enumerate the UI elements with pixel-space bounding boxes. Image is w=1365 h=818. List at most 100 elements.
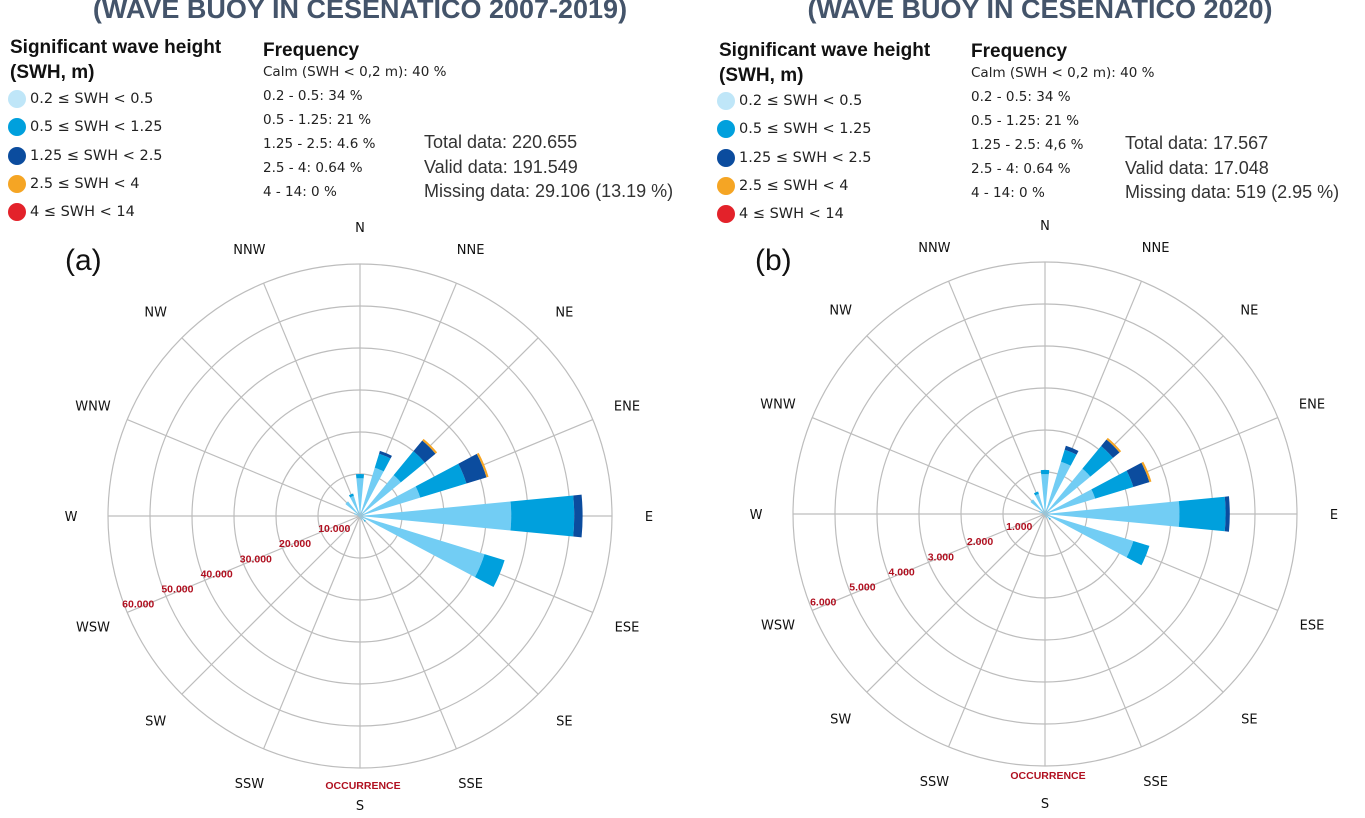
- ring-label: 60.000: [122, 598, 154, 610]
- frequency-line: 4 - 14: 0 %: [263, 184, 337, 200]
- legend-title-line2: (SWH, m): [719, 65, 804, 86]
- valid-data: Valid data: 191.549: [424, 156, 578, 177]
- bar-ESE-class2: [474, 554, 505, 587]
- bar-SE-class2: [1049, 518, 1051, 520]
- bar-N-class2: [355, 474, 365, 479]
- totals-b: Total data: 17.567 Valid data: 17.048 Mi…: [1125, 131, 1339, 205]
- bar-NNE-class1: [1045, 461, 1071, 514]
- direction-label: ESE: [1300, 619, 1325, 634]
- ring-label: 10.000: [318, 523, 350, 535]
- direction-label: WSW: [76, 621, 110, 636]
- bar-SE-class1: [1045, 514, 1050, 519]
- direction-label: E: [645, 510, 653, 525]
- legend-swatch-icon: [717, 177, 735, 195]
- legend-swatch-icon: [717, 205, 735, 223]
- bar-ENE-class2: [1091, 470, 1134, 499]
- bar-NE-class2: [1082, 445, 1114, 477]
- legend-item: 2.5 ≤ SWH < 4: [8, 175, 139, 193]
- grid-spoke: [126, 515, 361, 613]
- legend-item: 0.5 ≤ SWH < 1.25: [8, 118, 163, 136]
- frequency-line: 2.5 - 4: 0.64 %: [971, 161, 1071, 177]
- legend-swatch-icon: [8, 203, 26, 221]
- bar-NNW-class1: [350, 495, 360, 516]
- chart-title-a: (WAVE BUOY IN CESENATICO 2007-2019): [92, 0, 628, 24]
- bar-ESE-class2: [1126, 541, 1150, 566]
- direction-label: N: [355, 221, 365, 236]
- bar-NNE-class1: [360, 467, 384, 516]
- frequency-line: Calm (SWH < 0,2 m): 40 %: [263, 64, 447, 80]
- bar-ENE-class2: [415, 463, 467, 498]
- bar-ENE-class1: [1045, 489, 1096, 514]
- direction-label: NNW: [918, 241, 950, 256]
- direction-label: WNW: [760, 397, 796, 412]
- ring-label: 50.000: [161, 583, 193, 595]
- wave-rose-a: N NNE NE ENE E ESE SE SSE S SSW SW WSW W WNW NW NNW 10.0…: [65, 221, 654, 814]
- frequency-line: 0.2 - 0.5: 34 %: [263, 88, 363, 104]
- direction-label: NE: [555, 306, 573, 321]
- legend-title-line1: Significant wave height: [10, 37, 222, 58]
- grid-spoke: [263, 515, 361, 750]
- frequency-line: 0.2 - 0.5: 34 %: [971, 89, 1071, 105]
- legend-item: 4 ≤ SWH < 14: [717, 205, 844, 223]
- panel-label-a: (a): [65, 244, 102, 277]
- panel-label-b: (b): [755, 244, 792, 277]
- legend-item: 0.2 ≤ SWH < 0.5: [717, 92, 862, 110]
- missing-data: Missing data: 519 (2.95 %): [1125, 182, 1340, 202]
- legend-item: 2.5 ≤ SWH < 4: [717, 177, 848, 195]
- bar-NE-class3: [413, 440, 436, 463]
- grid-spoke: [1044, 513, 1224, 693]
- frequency-line: Calm (SWH < 0,2 m): 40 %: [971, 65, 1155, 81]
- legend-label: 4 ≤ SWH < 14: [739, 206, 844, 222]
- bar-NNW-class2: [1033, 491, 1039, 496]
- bar-E-class1: [360, 501, 512, 531]
- ring-label: 20.000: [279, 538, 311, 550]
- grid-spoke: [948, 513, 1046, 748]
- legend-label: 0.5 ≤ SWH < 1.25: [30, 119, 163, 135]
- grid-spoke: [866, 335, 1046, 515]
- bar-SW-class1: [359, 516, 360, 517]
- legend-label: 2.5 ≤ SWH < 4: [739, 178, 849, 194]
- direction-label: SSE: [458, 777, 483, 792]
- legend-swatch-icon: [8, 90, 26, 108]
- bar-NE-class1: [1045, 468, 1091, 514]
- bar-ENE-class3: [1126, 462, 1150, 487]
- bar-NW-class1: [345, 501, 360, 516]
- valid-data: Valid data: 17.048: [1125, 157, 1269, 178]
- chart-title-b: (WAVE BUOY IN CESENATICO 2020): [807, 0, 1273, 24]
- bar-N-class1: [1041, 474, 1049, 514]
- legend-item: 1.25 ≤ SWH < 2.5: [717, 149, 872, 167]
- direction-label: S: [1041, 797, 1049, 812]
- direction-label: NW: [829, 304, 852, 319]
- direction-label: SSE: [1143, 775, 1168, 790]
- ring-label: 4.000: [888, 566, 914, 578]
- bar-SE-class1: [360, 516, 365, 521]
- bar-NE-class2: [393, 451, 425, 483]
- bar-N-class2: [1040, 469, 1050, 475]
- legend-swatch-icon: [717, 92, 735, 110]
- legend-label: 4 ≤ SWH < 14: [30, 204, 135, 220]
- bar-ESE-class1: [360, 516, 485, 578]
- direction-label: NE: [1240, 304, 1258, 319]
- legend-item: 1.25 ≤ SWH < 2.5: [8, 147, 163, 165]
- grid-spoke: [359, 515, 539, 695]
- legend-swatch-icon: [8, 175, 26, 193]
- bar-WSW-class1: [1043, 514, 1045, 515]
- legend-title-a: Significant wave height (SWH, m): [10, 35, 221, 85]
- direction-label: SW: [830, 712, 851, 727]
- grid-spoke: [181, 515, 361, 695]
- direction-label: NW: [144, 306, 167, 321]
- legend-swatch-icon: [8, 118, 26, 136]
- bar-NNE-class3: [379, 450, 392, 459]
- ring-label: 30.000: [240, 553, 272, 565]
- direction-label: SE: [1241, 712, 1257, 727]
- frequency-header-a: Frequency: [263, 40, 360, 61]
- frequency-line: 4 - 14: 0 %: [971, 185, 1045, 201]
- direction-label: NNE: [457, 243, 485, 258]
- direction-label: NNE: [1142, 241, 1170, 256]
- legend-item: 0.2 ≤ SWH < 0.5: [8, 90, 153, 108]
- direction-label: N: [1040, 219, 1050, 234]
- bar-WNW-class1: [1038, 511, 1045, 514]
- legend-item: 4 ≤ SWH < 14: [8, 203, 135, 221]
- frequency-line: 0.5 - 1.25: 21 %: [263, 112, 372, 128]
